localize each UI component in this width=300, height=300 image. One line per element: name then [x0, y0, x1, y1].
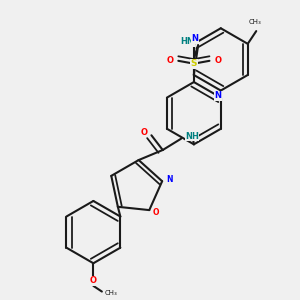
- Text: N: N: [192, 34, 199, 43]
- Text: CH₃: CH₃: [105, 290, 118, 296]
- Text: N: N: [166, 175, 172, 184]
- Text: O: O: [166, 56, 173, 65]
- Text: HN: HN: [180, 37, 194, 46]
- Text: S: S: [190, 59, 197, 68]
- Text: O: O: [141, 128, 148, 137]
- Text: N: N: [214, 91, 221, 100]
- Text: CH₃: CH₃: [248, 20, 261, 26]
- Text: O: O: [153, 208, 160, 217]
- Text: NH: NH: [185, 132, 199, 141]
- Text: O: O: [90, 276, 97, 285]
- Text: O: O: [214, 56, 221, 65]
